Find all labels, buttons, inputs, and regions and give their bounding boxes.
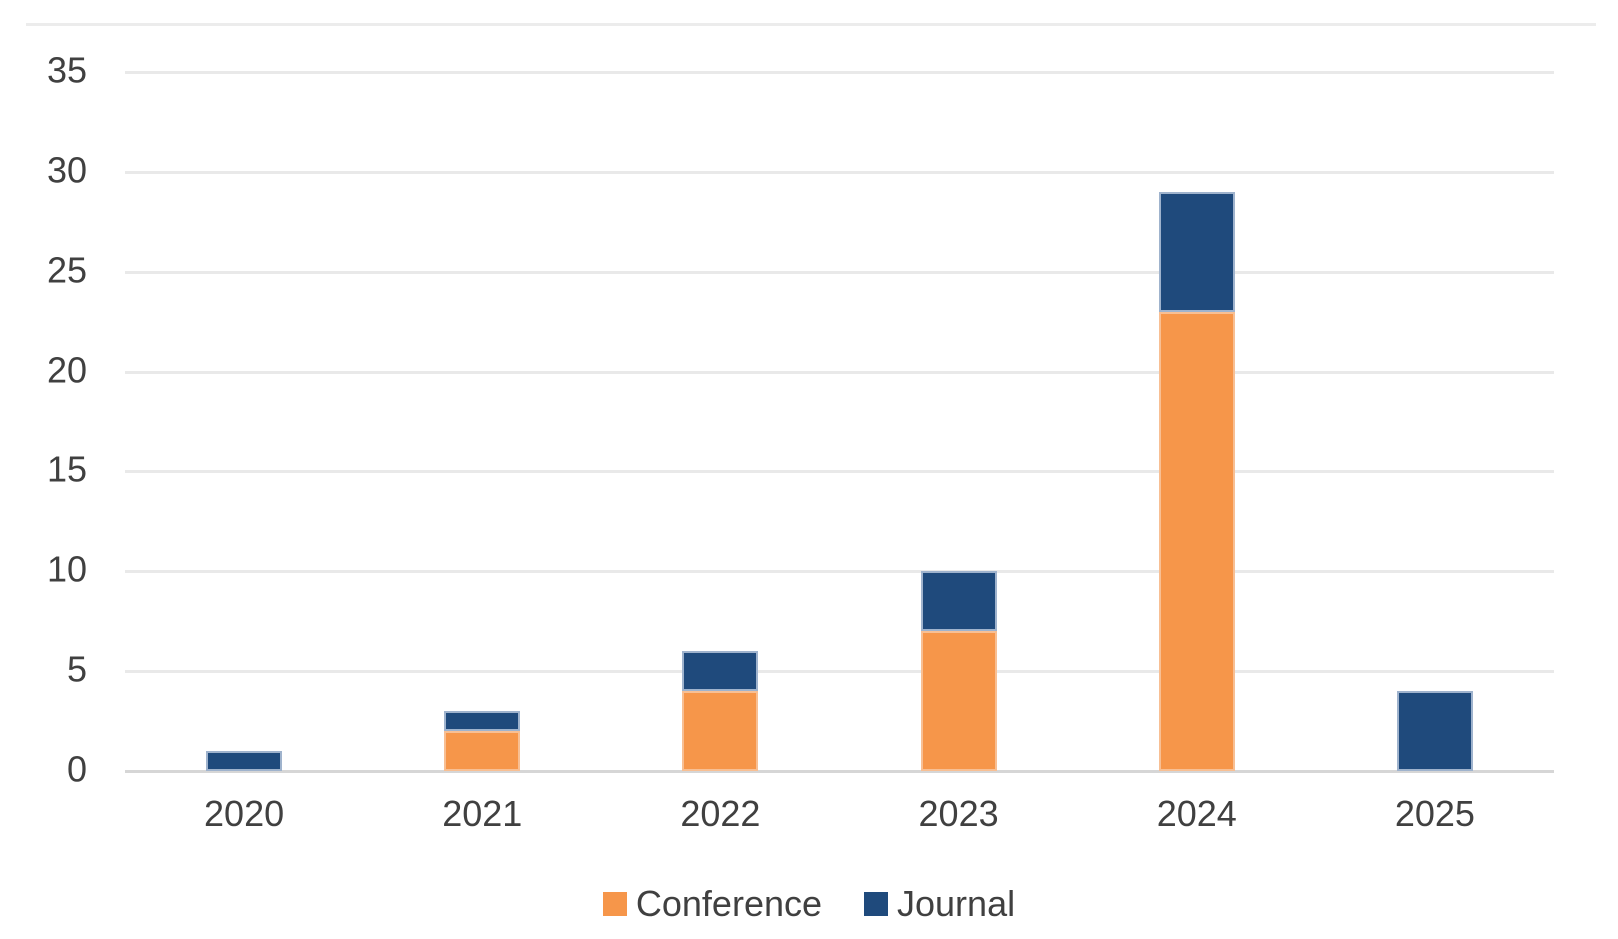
- x-axis-tick-label-2022: 2022: [680, 793, 761, 834]
- legend-item-journal: Journal: [864, 886, 1015, 922]
- legend-swatch-conference-icon: [602, 892, 627, 916]
- x-axis-tick-label-2025: 2025: [1394, 793, 1475, 834]
- x-axis-tick-label-2020: 2020: [204, 793, 285, 834]
- y-axis-tick-label-5: 5: [66, 648, 87, 690]
- legend-swatch-journal-icon: [864, 892, 889, 916]
- bar-2020-journal: [206, 751, 283, 771]
- x-axis-line: [125, 770, 1554, 773]
- y-axis-tick-label-20: 20: [46, 349, 87, 391]
- gridline-y-35: [125, 71, 1554, 74]
- gridline-y-5: [125, 670, 1554, 674]
- x-axis-tick-label-2023: 2023: [918, 793, 999, 834]
- legend-label-conference: Conference: [635, 883, 823, 924]
- gridline-y-25: [125, 270, 1554, 274]
- bar-2023-journal: [920, 571, 997, 632]
- bar-2023-conference: [920, 631, 997, 771]
- bar-2024-journal: [1158, 191, 1235, 312]
- legend-item-conference: Conference: [602, 883, 823, 924]
- legend-label-journal: Journal: [897, 883, 1016, 924]
- chart-top-border: [26, 23, 1596, 26]
- bar-2022-conference: [682, 691, 759, 771]
- bar-2021-journal: [444, 711, 521, 732]
- y-axis-tick-label-30: 30: [46, 149, 87, 191]
- y-axis-tick-label-25: 25: [46, 249, 87, 291]
- bar-2022-journal: [682, 651, 759, 692]
- legend: Conference Journal: [0, 886, 1618, 922]
- gridline-y-20: [125, 370, 1554, 374]
- gridline-y-10: [125, 570, 1554, 574]
- bar-2025-journal: [1396, 691, 1473, 771]
- y-axis-tick-label-35: 35: [46, 49, 87, 91]
- gridline-y-15: [125, 470, 1554, 474]
- bar-2024-conference: [1158, 311, 1235, 771]
- bar-2021-conference: [444, 731, 521, 771]
- x-axis-tick-label-2021: 2021: [442, 793, 523, 834]
- y-axis-tick-label-15: 15: [46, 448, 87, 490]
- x-axis-tick-label-2024: 2024: [1156, 793, 1237, 834]
- y-axis-tick-label-0: 0: [66, 748, 87, 790]
- gridline-y-30: [125, 170, 1554, 174]
- y-axis-tick-label-10: 10: [46, 548, 87, 590]
